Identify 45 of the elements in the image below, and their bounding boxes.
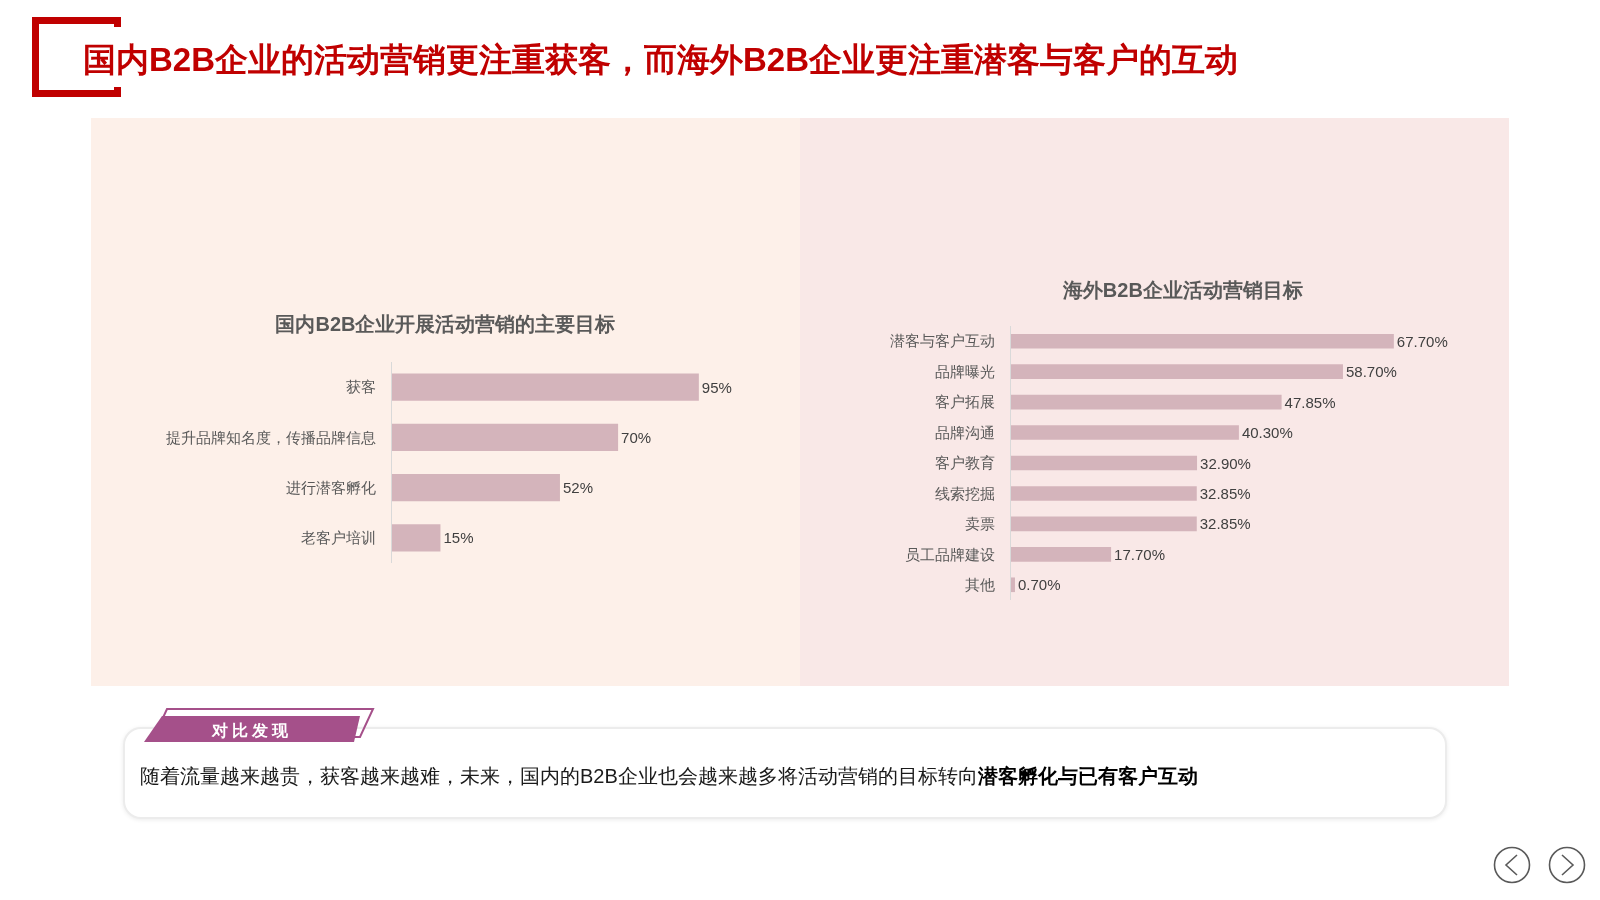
text: 随着流量越来越贵，获客越来越难，未来，国内的B2B企业也会越来越多将活动营销的目标转向 xyxy=(140,765,978,787)
bar xyxy=(1011,455,1198,471)
data-label: 17.70% xyxy=(1114,545,1165,563)
y-tick-label: 进行潜客孵化 xyxy=(285,478,376,496)
bar xyxy=(1011,577,1015,593)
text: 潜客孵化与已有客户互动 xyxy=(977,765,1198,787)
bar xyxy=(392,423,619,451)
bar xyxy=(1011,394,1282,410)
data-label: 40.30% xyxy=(1241,424,1293,442)
text: 国内B2B企业的活动营销更注重获客，而海外B2B企业更注重潜客与客户的互动 xyxy=(83,40,1239,80)
y-tick-label: 客户拓展 xyxy=(934,393,995,411)
bar xyxy=(1011,486,1197,501)
y-tick-label: 品牌沟通 xyxy=(934,423,995,441)
y-tick-label: 其他 xyxy=(964,576,995,594)
y-tick-label: 提升品牌知名度，传播品牌信息 xyxy=(165,428,376,446)
data-label: 58.70% xyxy=(1345,363,1397,381)
chart-title: 海外B2B企业活动营销目标 xyxy=(1061,279,1303,301)
text: 对比发现 xyxy=(210,721,293,741)
chart-title: 国内B2B企业开展活动营销的主要目标 xyxy=(275,313,616,335)
data-label: 0.70% xyxy=(1017,576,1061,594)
y-tick-label: 获客 xyxy=(345,378,376,396)
y-tick-label: 线索挖掘 xyxy=(934,484,995,502)
y-tick-label: 品牌曝光 xyxy=(934,362,995,380)
data-label: 47.85% xyxy=(1284,393,1336,411)
data-label: 52% xyxy=(562,479,593,497)
bar xyxy=(392,373,699,401)
y-tick-label: 潜客与客户互动 xyxy=(889,332,995,350)
data-label: 32.85% xyxy=(1199,484,1251,502)
data-label: 32.90% xyxy=(1200,454,1251,472)
y-tick-label: 老客户培训 xyxy=(300,529,376,547)
y-tick-label: 卖票 xyxy=(964,515,995,533)
bar xyxy=(1011,364,1343,379)
bar xyxy=(392,474,560,502)
data-label: 32.85% xyxy=(1199,515,1251,533)
bar xyxy=(1011,333,1394,349)
data-label: 67.70% xyxy=(1396,332,1448,350)
y-tick-label: 客户教育 xyxy=(934,454,995,472)
bar xyxy=(1011,425,1239,440)
bar xyxy=(392,524,441,552)
bar xyxy=(1011,516,1197,532)
bar xyxy=(1011,547,1112,562)
y-tick-label: 员工品牌建设 xyxy=(904,545,995,563)
data-label: 15% xyxy=(443,529,474,547)
data-label: 95% xyxy=(701,378,732,396)
data-label: 70% xyxy=(621,428,652,446)
